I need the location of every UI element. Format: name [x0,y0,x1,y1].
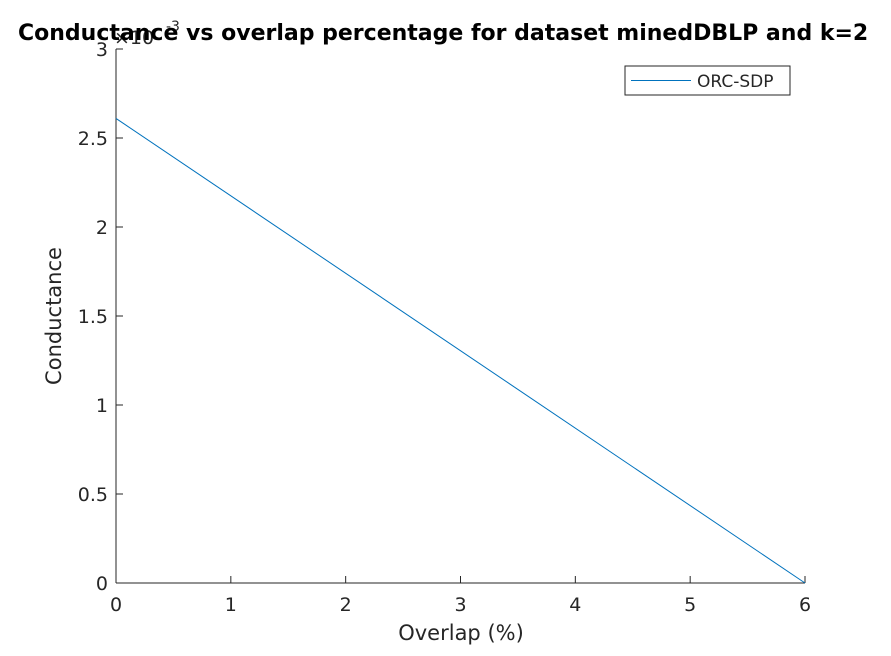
y-tick-label: 2 [96,217,108,239]
series-line [115,118,806,584]
x-tick-label: 5 [684,594,696,616]
y-tick-label: 0.5 [78,484,108,506]
y-axis-ticks: 0 0.5 1 1.5 2 2.5 3 [78,39,123,595]
series-layer [115,118,806,584]
y-tick-label: 2.5 [78,128,108,150]
y-tick-label: 3 [96,39,108,61]
y-exponent-label: ×10 [114,27,154,49]
legend-entry-label: ORC-SDP [697,72,773,92]
y-exponent-power: -3 [166,19,180,35]
y-tick-label: 1 [96,395,108,417]
x-tick-label: 1 [225,594,237,616]
axes [115,49,805,584]
x-axis-ticks: 0 1 2 3 4 5 6 [110,576,811,616]
x-tick-label: 4 [569,594,581,616]
y-tick-label: 1.5 [78,306,108,328]
x-tick-label: 3 [454,594,466,616]
x-tick-label: 0 [110,594,122,616]
y-axis-label: Conductance [42,247,66,385]
legend: ORC-SDP [624,65,791,96]
chart-title: Conductance vs overlap percentage for da… [18,21,868,46]
x-axis-label: Overlap (%) [398,621,524,645]
x-tick-label: 6 [799,594,811,616]
y-tick-label: 0 [96,573,108,595]
x-tick-label: 2 [340,594,352,616]
